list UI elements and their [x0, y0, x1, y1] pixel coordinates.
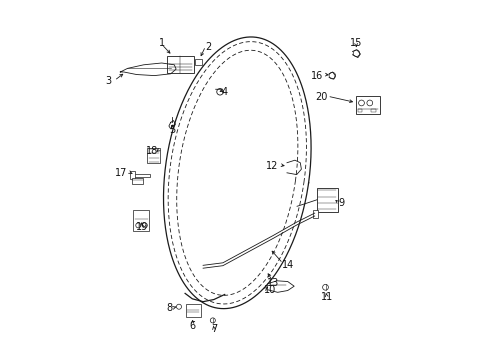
- Text: 1: 1: [158, 38, 164, 48]
- Bar: [194, 59, 202, 65]
- Text: 12: 12: [266, 161, 278, 171]
- Text: 13: 13: [266, 278, 279, 288]
- Bar: [370, 109, 375, 112]
- Bar: [147, 148, 160, 163]
- Bar: [316, 188, 337, 212]
- Text: 8: 8: [166, 303, 172, 313]
- Bar: [130, 171, 135, 179]
- Bar: [133, 210, 149, 231]
- Bar: [132, 174, 150, 177]
- Text: 14: 14: [282, 260, 294, 270]
- Bar: [132, 178, 142, 184]
- Text: 11: 11: [321, 292, 333, 302]
- Text: 4: 4: [221, 87, 227, 97]
- Text: 10: 10: [264, 285, 276, 295]
- Text: 15: 15: [349, 38, 362, 48]
- Text: 2: 2: [204, 42, 211, 52]
- Text: 6: 6: [189, 321, 195, 331]
- Text: 3: 3: [105, 76, 111, 86]
- Text: 18: 18: [145, 146, 158, 156]
- Text: 16: 16: [311, 71, 323, 81]
- Text: 17: 17: [115, 168, 127, 178]
- Text: 9: 9: [337, 198, 344, 208]
- Bar: [312, 210, 318, 218]
- Text: 5: 5: [169, 125, 175, 135]
- Text: 19: 19: [136, 222, 148, 232]
- Text: 7: 7: [210, 324, 217, 334]
- Bar: [355, 96, 379, 114]
- Bar: [357, 109, 362, 112]
- Bar: [185, 304, 201, 317]
- Bar: [167, 56, 194, 73]
- Text: 20: 20: [314, 92, 326, 102]
